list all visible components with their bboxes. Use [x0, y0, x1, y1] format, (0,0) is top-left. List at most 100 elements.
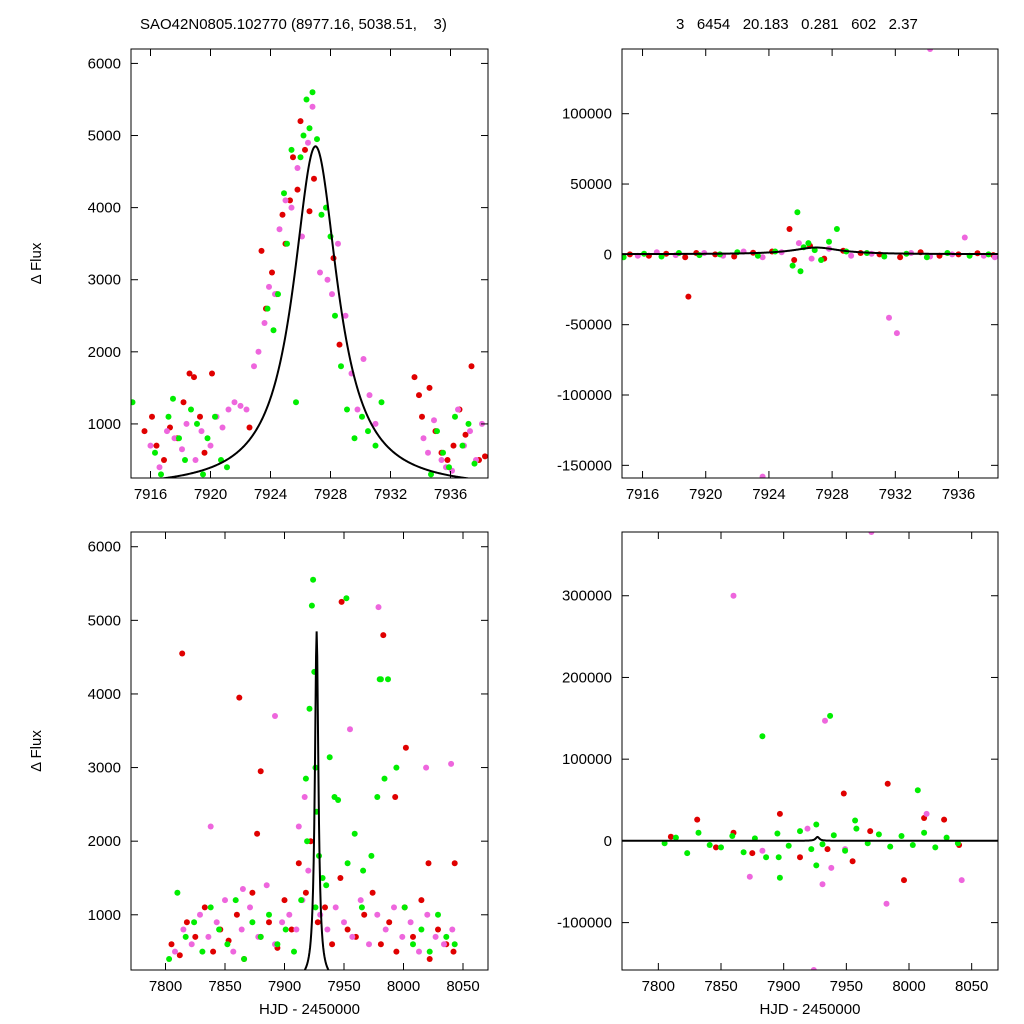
data-point-green: [284, 240, 290, 247]
data-point-green: [446, 464, 452, 471]
data-point-red: [161, 457, 167, 463]
data-point-magenta: [294, 165, 301, 171]
x-tick-label: 8000: [387, 978, 420, 995]
data-point-red: [168, 941, 175, 948]
data-point-red: [337, 875, 344, 881]
y-tick-label: 1000: [88, 907, 121, 924]
x-tick-label: 7924: [254, 486, 287, 503]
data-point-magenta: [279, 919, 286, 926]
data-point-green: [275, 291, 281, 298]
data-point-green: [797, 828, 803, 835]
data-point-green: [174, 889, 181, 896]
data-point-red: [425, 860, 432, 867]
data-point-red: [153, 442, 160, 449]
y-tick-label: -100000: [557, 915, 612, 932]
data-point-green: [932, 844, 939, 851]
data-point-magenta: [391, 904, 397, 911]
data-point-red: [258, 247, 265, 254]
data-point-red: [269, 269, 275, 276]
data-point-green: [314, 136, 320, 143]
y-tick-label: 2000: [88, 833, 121, 850]
data-point-green: [819, 841, 826, 848]
data-point-red: [302, 146, 308, 153]
data-point-green: [344, 406, 350, 413]
x-axis-label: HJD - 2450000: [760, 1001, 861, 1018]
data-point-magenta: [295, 823, 302, 830]
data-point-red: [294, 186, 301, 193]
data-point-green: [435, 911, 441, 918]
data-point-magenta: [324, 276, 331, 283]
x-tick-label: 7850: [704, 978, 737, 995]
data-point-magenta: [759, 254, 766, 261]
data-point-magenta: [172, 948, 178, 955]
data-point-magenta: [198, 428, 205, 435]
x-tick-label: 8050: [955, 978, 988, 995]
data-point-green: [459, 442, 466, 449]
data-point-magenta: [238, 926, 245, 933]
data-point-red: [731, 253, 738, 260]
data-point-magenta: [399, 933, 406, 940]
data-point-red: [314, 919, 321, 926]
data-point-magenta: [455, 406, 461, 413]
y-tick-label: 3000: [88, 760, 121, 777]
data-point-magenta: [424, 911, 431, 918]
data-point-red: [233, 911, 240, 918]
y-tick-label: 5000: [88, 612, 121, 629]
data-point-red: [410, 933, 416, 940]
data-point-red: [191, 374, 197, 381]
data-point-magenta: [329, 291, 335, 298]
plot-frame: [130, 48, 489, 479]
data-point-magenta: [243, 406, 250, 413]
data-point-red: [884, 780, 891, 787]
x-tick-label: 7936: [434, 486, 467, 503]
data-point-green: [308, 602, 315, 609]
x-tick-label: 7936: [942, 486, 975, 503]
data-point-green: [923, 254, 930, 261]
data-point-magenta: [746, 873, 753, 880]
y-tick-label: 5000: [88, 128, 121, 145]
data-point-green: [152, 449, 158, 456]
data-point-green: [377, 676, 384, 683]
data-point-green: [818, 257, 825, 263]
data-point-green: [281, 190, 287, 197]
model-fit-curve: [303, 631, 330, 970]
x-tick-label: 7924: [752, 486, 785, 503]
data-point-magenta: [822, 717, 828, 724]
data-point-green: [319, 875, 326, 881]
data-points: [661, 532, 965, 970]
data-point-green: [789, 262, 796, 269]
data-point-red: [249, 889, 256, 896]
data-point-magenta: [416, 948, 422, 955]
data-point-green: [303, 96, 310, 103]
data-point-green: [785, 842, 792, 849]
x-tick-label: 7932: [374, 486, 407, 503]
data-point-magenta: [231, 399, 238, 406]
data-point-red: [416, 392, 422, 399]
data-point-green: [360, 867, 367, 874]
data-point-magenta: [205, 933, 212, 940]
data-point-red: [236, 694, 243, 701]
data-point-red: [402, 744, 409, 751]
plot-frame: [130, 531, 489, 971]
data-point-magenta: [222, 897, 228, 904]
object-id-header: SAO42N0805.102770 (8977.16, 5038.51, 3): [140, 16, 447, 33]
data-point-green: [365, 428, 371, 435]
data-point-green: [131, 399, 136, 406]
data-point-green: [378, 399, 385, 406]
data-point-red: [426, 384, 433, 391]
data-point-magenta: [247, 904, 253, 911]
data-point-magenta: [730, 592, 737, 599]
data-point-green: [374, 794, 381, 800]
data-point-magenta: [360, 356, 367, 362]
data-point-green: [813, 821, 820, 828]
data-point-green: [881, 253, 888, 260]
data-point-green: [241, 956, 248, 962]
fit-parameters-header: 3 6454 20.183 0.281 602 2.37: [676, 16, 918, 33]
x-tick-label: 7920: [194, 486, 227, 503]
data-point-red: [468, 363, 475, 370]
y-tick-label: 4000: [88, 200, 121, 217]
data-point-green: [385, 676, 391, 683]
x-tick-label: 7800: [149, 978, 182, 995]
data-point-red: [897, 254, 904, 261]
data-point-green: [914, 787, 921, 794]
